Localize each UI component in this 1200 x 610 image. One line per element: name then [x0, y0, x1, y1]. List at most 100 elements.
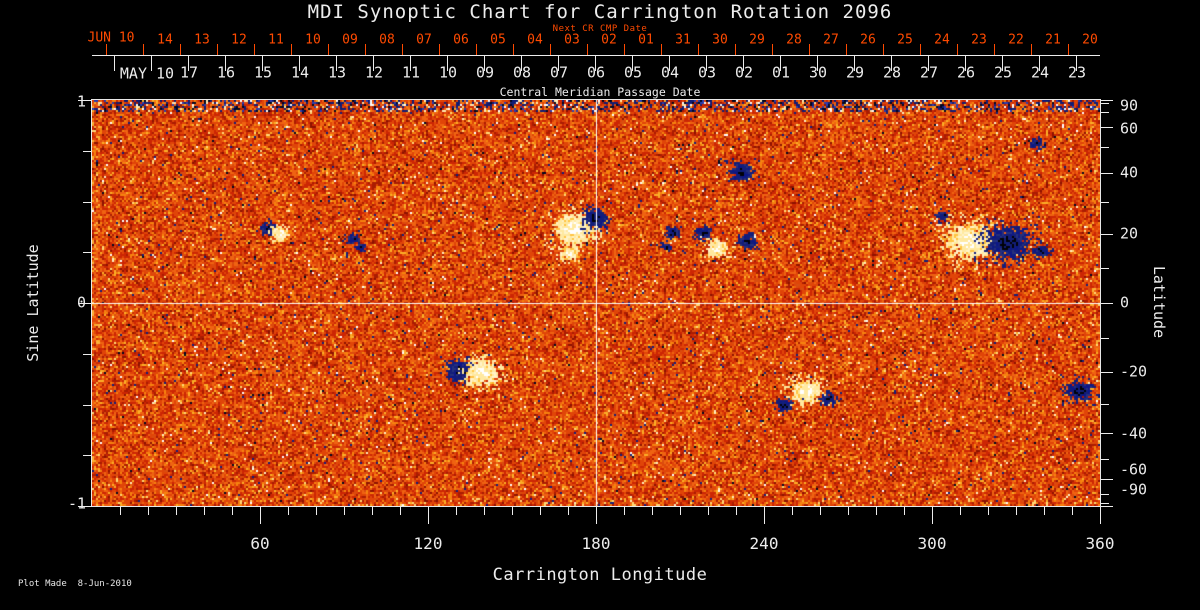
next-cr-day-label: 20: [1082, 32, 1098, 48]
cmp-tick: [447, 56, 448, 71]
lon-tick: [764, 507, 765, 524]
next-cr-day-label: 27: [823, 32, 839, 48]
page-title: MDI Synoptic Chart for Carrington Rotati…: [307, 1, 893, 23]
next-cr-tick: [772, 44, 773, 55]
next-cr-day-label: 06: [453, 32, 469, 48]
cmp-day-label: 10: [438, 63, 458, 82]
lon-tick: [680, 507, 681, 515]
cmp-tick: [299, 56, 300, 71]
sine-lat-tick: [78, 100, 91, 101]
lon-tick: [652, 507, 653, 515]
next-cr-tick: [1031, 44, 1032, 55]
next-cr-month-label: JUN 10: [87, 30, 135, 46]
cmp-month-label: MAY 10: [119, 64, 175, 83]
latitude-axis-title: Latitude: [1150, 265, 1168, 339]
cmp-tick: [669, 56, 670, 71]
sine-lat-tick: [78, 303, 91, 304]
next-cr-day-label: 22: [1008, 32, 1024, 48]
next-cr-day-label: 31: [675, 32, 691, 48]
lat-tick: [1101, 503, 1109, 504]
cmp-day-label: 05: [623, 63, 643, 82]
cmp-tick: [595, 56, 596, 71]
next-cr-day-label: 13: [194, 32, 210, 48]
next-cr-tick: [143, 44, 144, 55]
cmp-tick: [114, 56, 115, 71]
cmp-day-label: 17: [179, 63, 199, 82]
cmp-day-label: 27: [919, 63, 939, 82]
lon-tick: [568, 507, 569, 515]
next-cr-tick: [439, 44, 440, 55]
cmp-tick: [1076, 56, 1077, 71]
cmp-day-label: 15: [253, 63, 273, 82]
lat-tick: [1101, 303, 1113, 304]
cmp-day-label: 14: [290, 63, 310, 82]
next-cr-day-label: 02: [601, 32, 617, 48]
next-cr-tick: [957, 44, 958, 55]
lon-tick: [316, 507, 317, 515]
lat-tick: [1101, 100, 1113, 101]
lon-value: 300: [917, 534, 947, 553]
lon-tick: [512, 507, 513, 515]
lon-tick: [624, 507, 625, 515]
next-cr-day-label: 03: [564, 32, 580, 48]
lon-tick: [848, 507, 849, 515]
sine-lat-value: 1: [76, 92, 86, 111]
lon-value: 60: [250, 534, 270, 553]
cmp-tick: [151, 56, 152, 71]
cmp-tick: [373, 56, 374, 71]
cmp-tick: [558, 56, 559, 71]
cmp-tick: [743, 56, 744, 71]
lon-tick: [1016, 507, 1017, 515]
cmp-tick: [336, 56, 337, 71]
cmp-day-label: 24: [1030, 63, 1050, 82]
next-cr-tick: [476, 44, 477, 55]
next-cr-tick: [587, 44, 588, 55]
next-cr-tick: [883, 44, 884, 55]
plot-made-label: Plot Made 8-Jun-2010: [18, 579, 132, 589]
lat-tick: [1101, 372, 1113, 373]
lon-tick: [120, 507, 121, 515]
cmp-day-label: 26: [956, 63, 976, 82]
lon-value: 180: [581, 534, 611, 553]
lat-tick: [1101, 234, 1113, 235]
lon-value: 240: [749, 534, 779, 553]
lat-value: -40: [1120, 424, 1148, 443]
next-cr-tick: [254, 44, 255, 55]
cmp-tick: [780, 56, 781, 71]
next-cr-day-label: 29: [749, 32, 765, 48]
lat-value: 60: [1120, 119, 1139, 138]
lon-tick: [820, 507, 821, 515]
cmp-day-label: 29: [845, 63, 865, 82]
next-cr-tick: [1068, 44, 1069, 55]
lon-tick: [232, 507, 233, 515]
cmp-day-label: 23: [1067, 63, 1087, 82]
next-cr-day-label: 25: [897, 32, 913, 48]
lat-tick: [1101, 103, 1109, 104]
lat-tick: [1101, 459, 1109, 460]
next-cr-tick: [365, 44, 366, 55]
next-cr-tick: [106, 44, 107, 55]
lon-value: 360: [1085, 534, 1115, 553]
next-cr-day-label: 30: [712, 32, 728, 48]
next-cr-tick: [809, 44, 810, 55]
lat-value: -90: [1120, 480, 1148, 499]
lon-value: 120: [413, 534, 443, 553]
cmp-tick: [706, 56, 707, 71]
next-cr-tick: [328, 44, 329, 55]
lat-tick: [1101, 338, 1109, 339]
lon-tick: [1100, 507, 1101, 524]
sine-lat-tick: [83, 151, 91, 152]
next-cr-day-label: 28: [786, 32, 802, 48]
next-cr-day-label: 07: [416, 32, 432, 48]
next-cr-cmp-date-label: Next CR CMP Date: [552, 24, 648, 34]
cmp-day-label: 28: [882, 63, 902, 82]
cmp-tick: [928, 56, 929, 71]
cmp-tick: [188, 56, 189, 71]
lat-tick: [1101, 494, 1109, 495]
cmp-tick: [225, 56, 226, 71]
lat-tick: [1101, 202, 1109, 203]
lat-value: 20: [1120, 224, 1139, 243]
cmp-day-label: 06: [586, 63, 606, 82]
next-cr-tick: [624, 44, 625, 55]
lat-tick: [1101, 173, 1113, 174]
